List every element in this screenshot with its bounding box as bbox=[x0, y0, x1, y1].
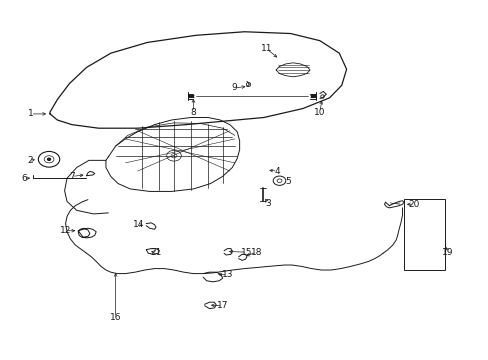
Text: 1: 1 bbox=[28, 109, 33, 118]
Text: 3: 3 bbox=[264, 199, 270, 208]
Text: 18: 18 bbox=[250, 248, 262, 257]
Text: 4: 4 bbox=[274, 167, 280, 176]
Circle shape bbox=[47, 158, 50, 160]
Text: 11: 11 bbox=[260, 44, 272, 53]
Text: 12: 12 bbox=[60, 226, 71, 235]
Text: 13: 13 bbox=[221, 270, 233, 279]
Text: 21: 21 bbox=[150, 248, 162, 257]
Text: 7: 7 bbox=[69, 172, 75, 181]
Text: 5: 5 bbox=[285, 177, 290, 186]
Text: 8: 8 bbox=[190, 108, 196, 117]
Text: 20: 20 bbox=[407, 200, 419, 209]
Text: 9: 9 bbox=[230, 83, 236, 92]
Text: 17: 17 bbox=[216, 301, 228, 310]
Text: 14: 14 bbox=[133, 220, 144, 229]
Text: 15: 15 bbox=[241, 248, 252, 257]
Text: 10: 10 bbox=[313, 108, 325, 117]
Bar bbox=[403, 199, 445, 270]
Text: 19: 19 bbox=[441, 248, 452, 257]
Text: 6: 6 bbox=[22, 174, 27, 183]
Text: 2: 2 bbox=[28, 156, 33, 165]
Text: 16: 16 bbox=[110, 313, 121, 322]
